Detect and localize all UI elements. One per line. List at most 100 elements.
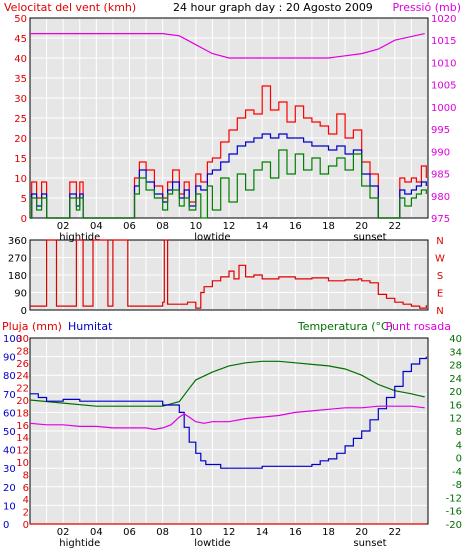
temperature-tick-label: 16 <box>449 400 462 411</box>
rain-tick-label: 24 <box>16 371 29 382</box>
rain-tick-label: 8 <box>23 470 29 481</box>
hour-tick-label: 20 <box>355 221 368 232</box>
temperature-tick-label: 20 <box>449 387 462 398</box>
tide-annotation: hightide <box>59 232 100 243</box>
wind-tick-label: 25 <box>14 114 27 125</box>
wind-tick-label: 50 <box>14 14 27 25</box>
rain-tick-label: 28 <box>16 346 29 357</box>
hour-tick-label: 20 <box>355 527 368 538</box>
rain-tick-label: 30 <box>16 334 29 345</box>
hour-tick-label: 10 <box>189 221 202 232</box>
temperature-tick-label: 28 <box>449 361 462 372</box>
humidity-tick-label: 80 <box>3 371 16 382</box>
hour-tick-label: 14 <box>256 527 269 538</box>
temperature-tick-label: -12 <box>446 493 462 504</box>
hour-tick-label: 04 <box>90 527 103 538</box>
hour-tick-label: 10 <box>189 527 202 538</box>
humidity-tick-label: 10 <box>3 501 16 512</box>
temperature-tick-label: -8 <box>452 480 462 491</box>
wind-tick-label: 5 <box>21 194 27 205</box>
pressure-tick-label: 980 <box>431 192 450 203</box>
rain-tick-label: 4 <box>23 495 29 506</box>
rain-axis-title: Pluja (mm) <box>2 320 62 333</box>
hour-tick-label: 04 <box>90 221 103 232</box>
temperature-tick-label: -16 <box>446 507 462 518</box>
hour-tick-label: 06 <box>123 221 136 232</box>
pressure-tick-label: 975 <box>431 214 450 225</box>
pressure-tick-label: 1010 <box>431 58 456 69</box>
chart-title: 24 hour graph day : 20 Agosto 2009 <box>173 1 373 14</box>
humidity-tick-label: 40 <box>3 446 16 457</box>
series-humidity <box>30 356 427 469</box>
direction-tick-label: 0 <box>21 306 27 317</box>
dewpoint-axis-title: Punt rosada <box>386 320 451 333</box>
wind-tick-label: 35 <box>14 74 27 85</box>
series-temperature <box>29 360 425 407</box>
wind-axis-title: Velocitat del vent (kmh) <box>4 1 136 14</box>
direction-tick-label: 180 <box>8 271 27 282</box>
series-dewpoint <box>29 405 425 431</box>
compass-letter: W <box>435 254 445 265</box>
rain-tick-label: 12 <box>16 446 29 457</box>
hour-tick-label: 08 <box>156 527 169 538</box>
hour-tick-label: 02 <box>57 527 70 538</box>
series-direction <box>30 239 427 309</box>
hour-tick-label: 12 <box>223 527 236 538</box>
tide-annotation: sunset <box>353 232 386 243</box>
humidity-tick-label: 70 <box>3 390 16 401</box>
tide-annotation: lowtide <box>194 232 230 243</box>
hour-tick-label: 12 <box>223 221 236 232</box>
hour-tick-label: 18 <box>322 221 335 232</box>
series-lines <box>29 33 427 525</box>
wind-tick-label: 10 <box>14 174 27 185</box>
rain-tick-label: 26 <box>16 359 29 370</box>
wind-tick-label: 15 <box>14 154 27 165</box>
tide-annotation: sunset <box>353 538 386 549</box>
rain-tick-label: 0 <box>23 520 29 531</box>
humidity-tick-label: 50 <box>3 427 16 438</box>
tick-labels: 0510152025303540455097598098599099510001… <box>3 14 462 549</box>
pressure-tick-label: 1020 <box>431 14 456 25</box>
pressure-axis-title: Pressió (mb) <box>392 1 461 14</box>
hour-tick-label: 16 <box>289 527 302 538</box>
series-pressure <box>30 33 425 59</box>
pressure-tick-label: 1015 <box>431 36 456 47</box>
temperature-tick-label: 0 <box>456 454 462 465</box>
tide-annotation: hightide <box>59 538 100 549</box>
tide-annotation: lowtide <box>194 538 230 549</box>
compass-letter: N <box>436 236 443 247</box>
temperature-tick-label: 24 <box>449 374 462 385</box>
temperature-tick-label: 34 <box>449 347 462 358</box>
rain-tick-label: 18 <box>16 408 29 419</box>
pressure-tick-label: 990 <box>431 147 450 158</box>
wind-tick-label: 0 <box>21 214 27 225</box>
wind-tick-label: 45 <box>14 34 27 45</box>
pressure-tick-label: 985 <box>431 170 450 181</box>
temperature-tick-label: 8 <box>456 427 462 438</box>
pressure-tick-label: 995 <box>431 125 450 136</box>
temperature-tick-label: 4 <box>456 440 462 451</box>
humidity-tick-label: 100 <box>3 334 22 345</box>
rain-tick-label: 22 <box>16 384 29 395</box>
humidity-tick-label: 30 <box>3 464 16 475</box>
compass-letter: E <box>437 289 443 300</box>
wind-tick-label: 20 <box>14 134 27 145</box>
direction-tick-label: 90 <box>14 289 27 300</box>
series-gust <box>30 85 427 219</box>
hour-tick-label: 02 <box>57 221 70 232</box>
wind-tick-label: 40 <box>14 54 27 65</box>
rain-tick-label: 20 <box>16 396 29 407</box>
series-avg <box>30 133 427 219</box>
hour-tick-label: 22 <box>388 527 401 538</box>
rain-tick-label: 16 <box>16 421 29 432</box>
temperature-tick-label: -4 <box>452 467 462 478</box>
temperature-tick-label: 40 <box>449 334 462 345</box>
rain-tick-label: 14 <box>16 433 29 444</box>
hour-tick-label: 16 <box>289 221 302 232</box>
series-min <box>30 149 427 219</box>
direction-tick-label: 360 <box>8 236 27 247</box>
pressure-tick-label: 1000 <box>431 103 456 114</box>
humidity-tick-label: 20 <box>3 483 16 494</box>
